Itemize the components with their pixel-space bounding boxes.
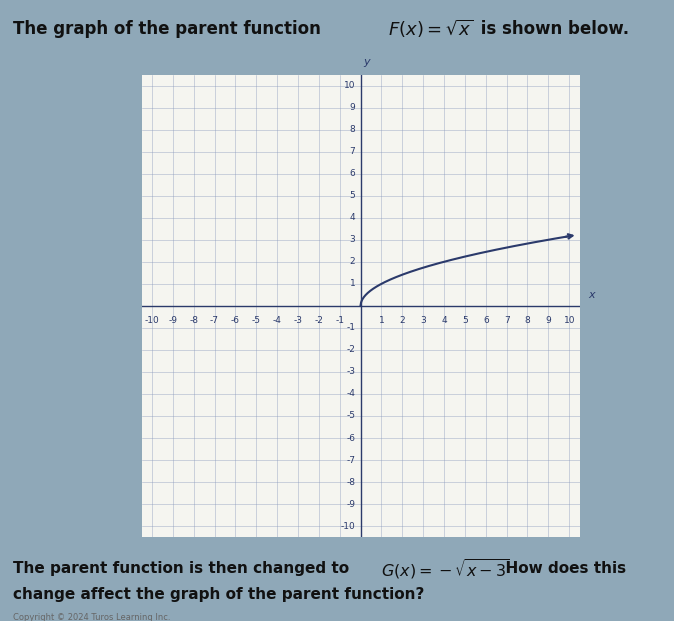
Text: The graph of the parent function: The graph of the parent function [13, 20, 333, 38]
Text: 4: 4 [350, 213, 355, 222]
Text: -1: -1 [335, 315, 344, 325]
Text: The parent function is then changed to: The parent function is then changed to [13, 561, 360, 576]
Text: 1: 1 [379, 315, 384, 325]
Text: 10: 10 [563, 315, 575, 325]
Text: 10: 10 [344, 81, 355, 90]
Text: -3: -3 [293, 315, 303, 325]
Text: $F(x)=\sqrt{x}$: $F(x)=\sqrt{x}$ [388, 18, 473, 40]
Text: $G(x)=-\sqrt{x-3}$: $G(x)=-\sqrt{x-3}$ [381, 557, 510, 581]
Text: -5: -5 [252, 315, 261, 325]
Text: -3: -3 [346, 368, 355, 376]
Text: -7: -7 [346, 456, 355, 465]
Text: -6: -6 [231, 315, 240, 325]
Text: 3: 3 [350, 235, 355, 244]
Text: y: y [364, 57, 370, 67]
Text: 9: 9 [545, 315, 551, 325]
Text: 9: 9 [350, 103, 355, 112]
Text: Copyright © 2024 Turos Learning Inc.: Copyright © 2024 Turos Learning Inc. [13, 614, 171, 621]
Text: -6: -6 [346, 433, 355, 443]
Text: -4: -4 [346, 389, 355, 399]
Text: -8: -8 [189, 315, 198, 325]
Text: 5: 5 [462, 315, 468, 325]
Text: How does this: How does this [495, 561, 627, 576]
Text: 6: 6 [483, 315, 489, 325]
Text: -5: -5 [346, 412, 355, 420]
Text: 7: 7 [350, 147, 355, 156]
Text: 1: 1 [350, 279, 355, 288]
Text: -1: -1 [346, 324, 355, 332]
Text: -4: -4 [273, 315, 282, 325]
Text: -9: -9 [346, 500, 355, 509]
Text: is shown below.: is shown below. [475, 20, 630, 38]
Text: change affect the graph of the parent function?: change affect the graph of the parent fu… [13, 587, 425, 602]
Text: 7: 7 [503, 315, 510, 325]
Text: 3: 3 [421, 315, 426, 325]
Text: x: x [588, 291, 594, 301]
Text: 6: 6 [350, 169, 355, 178]
Text: -2: -2 [346, 345, 355, 355]
Text: 8: 8 [524, 315, 530, 325]
Text: 4: 4 [441, 315, 447, 325]
Text: 8: 8 [350, 125, 355, 134]
Text: 2: 2 [350, 257, 355, 266]
Text: -7: -7 [210, 315, 219, 325]
Text: -10: -10 [145, 315, 159, 325]
Text: -9: -9 [168, 315, 177, 325]
Text: -2: -2 [315, 315, 324, 325]
Text: 2: 2 [400, 315, 405, 325]
Text: -8: -8 [346, 478, 355, 487]
Text: -10: -10 [340, 522, 355, 531]
Text: 5: 5 [350, 191, 355, 200]
